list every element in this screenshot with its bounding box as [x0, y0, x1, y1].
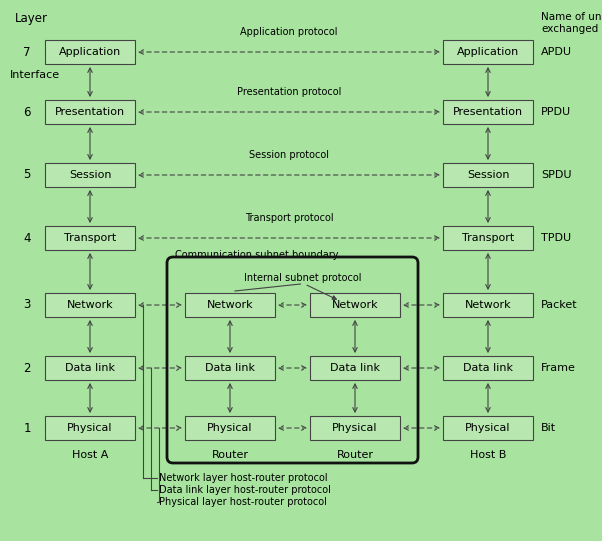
Text: Presentation: Presentation	[55, 107, 125, 117]
Text: Layer: Layer	[15, 12, 48, 25]
Text: Network layer host-router protocol: Network layer host-router protocol	[159, 473, 327, 483]
FancyBboxPatch shape	[310, 356, 400, 380]
Text: 1: 1	[23, 421, 31, 434]
FancyBboxPatch shape	[185, 416, 275, 440]
FancyBboxPatch shape	[443, 356, 533, 380]
Text: Data link layer host-router protocol: Data link layer host-router protocol	[159, 485, 331, 495]
Text: Physical: Physical	[465, 423, 510, 433]
FancyBboxPatch shape	[45, 356, 135, 380]
Text: PPDU: PPDU	[541, 107, 571, 117]
FancyBboxPatch shape	[185, 293, 275, 317]
FancyBboxPatch shape	[443, 100, 533, 124]
FancyBboxPatch shape	[45, 226, 135, 250]
Text: 4: 4	[23, 232, 31, 245]
Text: TPDU: TPDU	[541, 233, 571, 243]
Text: SPDU: SPDU	[541, 170, 571, 180]
Text: Frame: Frame	[541, 363, 576, 373]
FancyBboxPatch shape	[443, 416, 533, 440]
Text: Bit: Bit	[541, 423, 556, 433]
FancyBboxPatch shape	[310, 293, 400, 317]
Text: Communication subnet boundary: Communication subnet boundary	[175, 250, 338, 260]
Text: Application protocol: Application protocol	[240, 27, 338, 37]
Text: Physical: Physical	[67, 423, 113, 433]
Text: 5: 5	[23, 168, 31, 181]
Text: Presentation protocol: Presentation protocol	[237, 87, 341, 97]
Text: 6: 6	[23, 105, 31, 118]
Text: Host A: Host A	[72, 450, 108, 460]
Text: Interface: Interface	[10, 70, 60, 80]
Text: Session: Session	[467, 170, 509, 180]
Text: Network: Network	[67, 300, 113, 310]
FancyBboxPatch shape	[185, 356, 275, 380]
Text: Router: Router	[337, 450, 373, 460]
Text: Presentation: Presentation	[453, 107, 523, 117]
Text: 2: 2	[23, 361, 31, 374]
Text: Transport: Transport	[64, 233, 116, 243]
Text: Network: Network	[206, 300, 253, 310]
Text: Application: Application	[457, 47, 519, 57]
FancyBboxPatch shape	[45, 100, 135, 124]
Text: Data link: Data link	[330, 363, 380, 373]
FancyBboxPatch shape	[45, 416, 135, 440]
Text: Physical: Physical	[332, 423, 377, 433]
Text: Session protocol: Session protocol	[249, 150, 329, 160]
FancyBboxPatch shape	[45, 163, 135, 187]
Text: Transport: Transport	[462, 233, 514, 243]
Text: Physical layer host-router protocol: Physical layer host-router protocol	[159, 497, 327, 507]
Text: Application: Application	[59, 47, 121, 57]
Text: Network: Network	[332, 300, 378, 310]
FancyBboxPatch shape	[443, 226, 533, 250]
Text: Session: Session	[69, 170, 111, 180]
Text: Host B: Host B	[470, 450, 506, 460]
Text: 7: 7	[23, 45, 31, 58]
Text: Data link: Data link	[463, 363, 513, 373]
Text: Name of unit
exchanged: Name of unit exchanged	[541, 12, 602, 34]
Text: Router: Router	[211, 450, 249, 460]
Text: Network: Network	[465, 300, 511, 310]
Text: APDU: APDU	[541, 47, 572, 57]
FancyBboxPatch shape	[443, 40, 533, 64]
FancyBboxPatch shape	[443, 293, 533, 317]
Text: Physical: Physical	[207, 423, 253, 433]
Text: Transport protocol: Transport protocol	[244, 213, 334, 223]
Text: 3: 3	[23, 299, 31, 312]
Text: Internal subnet protocol: Internal subnet protocol	[244, 273, 361, 283]
FancyBboxPatch shape	[45, 40, 135, 64]
Text: Packet: Packet	[541, 300, 578, 310]
Text: Data link: Data link	[205, 363, 255, 373]
FancyBboxPatch shape	[310, 416, 400, 440]
FancyBboxPatch shape	[443, 163, 533, 187]
Text: Data link: Data link	[65, 363, 115, 373]
FancyBboxPatch shape	[45, 293, 135, 317]
